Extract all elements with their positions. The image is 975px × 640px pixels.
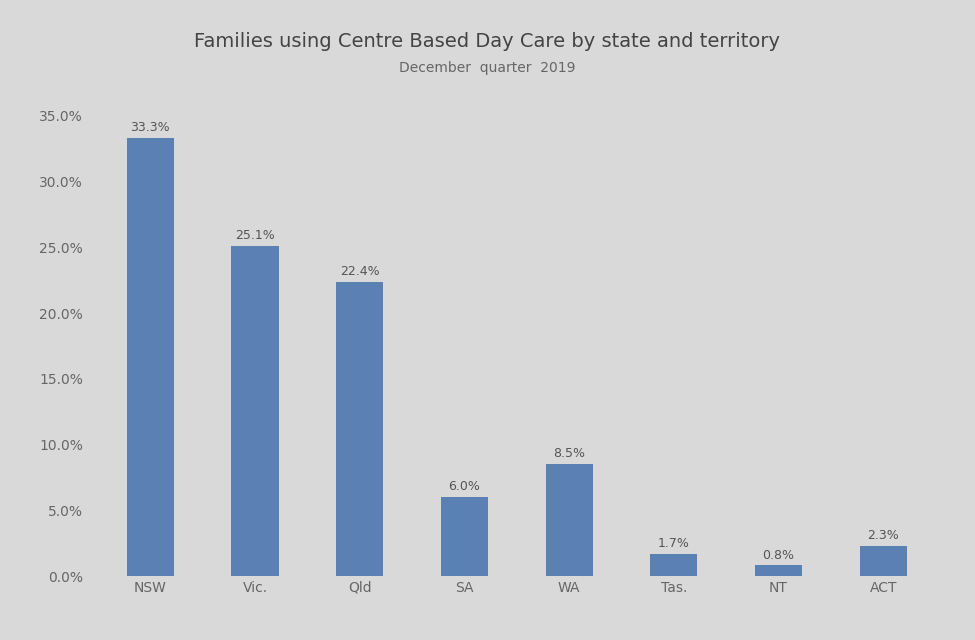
Text: 0.8%: 0.8% (762, 548, 795, 561)
Text: 2.3%: 2.3% (868, 529, 899, 542)
Bar (231, 246, 279, 576)
Bar (546, 464, 593, 576)
Bar (755, 566, 802, 576)
Bar (127, 138, 174, 576)
Text: 8.5%: 8.5% (553, 447, 585, 460)
Text: 25.1%: 25.1% (235, 229, 275, 242)
Bar (336, 282, 383, 576)
Text: 22.4%: 22.4% (340, 264, 379, 278)
Text: 1.7%: 1.7% (658, 537, 689, 550)
Text: December  quarter  2019: December quarter 2019 (399, 61, 576, 75)
Bar (650, 554, 697, 576)
Text: 33.3%: 33.3% (131, 122, 170, 134)
Text: Families using Centre Based Day Care by state and territory: Families using Centre Based Day Care by … (194, 32, 781, 51)
Text: 6.0%: 6.0% (448, 480, 481, 493)
Bar (441, 497, 488, 576)
Bar (860, 546, 907, 576)
